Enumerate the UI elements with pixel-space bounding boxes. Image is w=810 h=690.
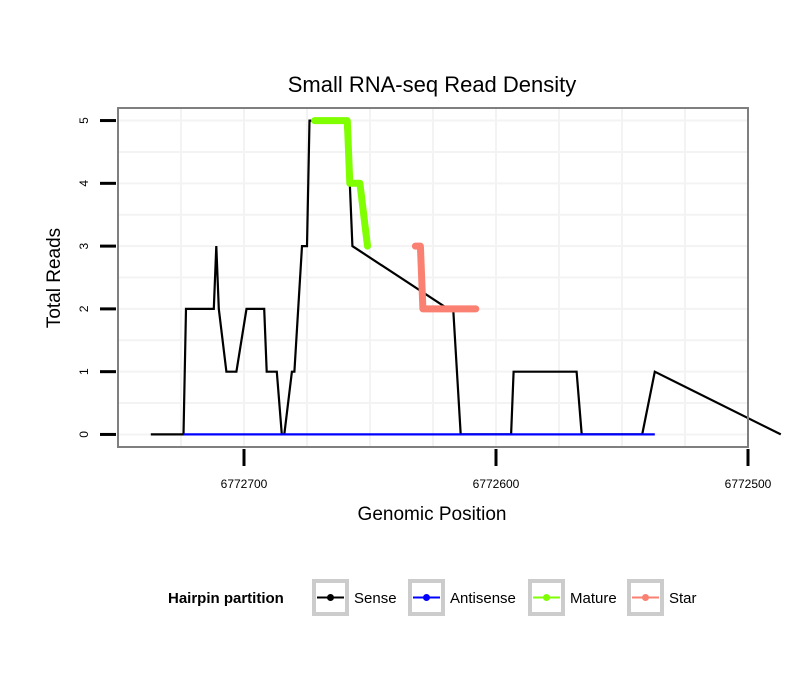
legend-label: Star (669, 590, 697, 607)
x-tick-label: 6772700 (221, 477, 268, 491)
series-line-star (411, 242, 480, 313)
x-tick-label: 6772500 (725, 477, 772, 491)
x-axis-title: Genomic Position (358, 504, 507, 525)
y-tick-label: 4 (77, 180, 91, 187)
legend-key-point (642, 594, 649, 601)
legend-item-sense: Sense (312, 579, 397, 616)
y-axis: 0 1 2 3 4 5 (77, 117, 116, 438)
legend-item-antisense: Antisense (408, 579, 516, 616)
series-line-sense (150, 119, 782, 436)
y-tick-label: 5 (77, 117, 91, 124)
y-tick-label: 0 (77, 431, 91, 438)
legend-key-point (423, 594, 430, 601)
legend-item-star: Star (627, 579, 697, 616)
legend-title: Hairpin partition (168, 590, 284, 607)
y-tick-label: 1 (77, 368, 91, 375)
panel-border (117, 107, 749, 448)
y-tick-label: 2 (77, 305, 91, 312)
y-tick-label: 3 (77, 242, 91, 249)
plot-panel (117, 107, 782, 448)
legend-label: Mature (570, 590, 617, 607)
x-tick-label: 6772600 (473, 477, 520, 491)
series-line-mature (311, 117, 371, 250)
legend-label: Sense (354, 590, 397, 607)
legend-label: Antisense (450, 590, 516, 607)
legend-items: Sense Antisense Mature Star (312, 579, 697, 616)
legend-item-mature: Mature (528, 579, 617, 616)
legend: Hairpin partition Sense Antisense Mature St… (168, 579, 697, 616)
legend-key-point (543, 594, 550, 601)
x-axis: 6772700 6772600 6772500 (221, 449, 772, 491)
series-lines (150, 117, 782, 436)
y-axis-title: Total Reads (44, 228, 65, 328)
chart-title: Small RNA-seq Read Density (288, 72, 577, 97)
legend-key-point (327, 594, 334, 601)
